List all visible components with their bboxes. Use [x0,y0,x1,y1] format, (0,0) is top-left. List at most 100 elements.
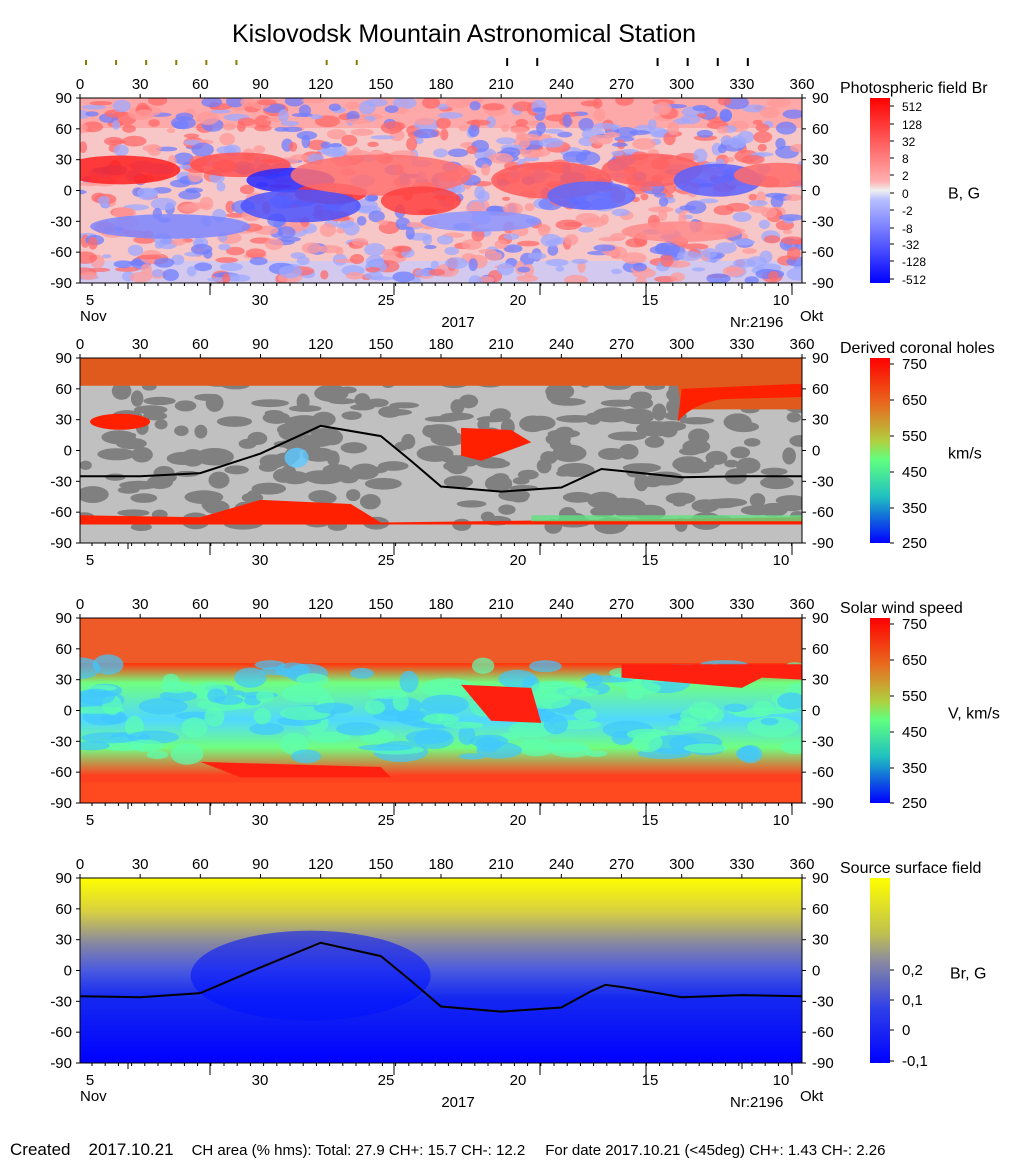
field-speckle [629,130,651,136]
x-tick-label: 300 [669,76,694,93]
field-speckle [240,98,255,107]
gray-cell [775,495,802,506]
field-speckle [80,189,87,195]
gray-cell [642,477,663,488]
slow-wind-cell [92,654,124,675]
created-date: 2017.10.21 [88,1140,174,1159]
field-speckle [392,271,415,283]
field-speckle [201,98,223,108]
colorbar-label: 128 [902,118,922,132]
y-tick-label-right: -60 [812,1024,834,1041]
source-surface-map [80,878,802,1063]
photospheric-map [80,98,802,283]
y-tick-label-left: -90 [50,275,72,292]
field-speckle [80,271,98,281]
field-speckle [468,201,484,214]
gray-cell [251,399,289,408]
field-speckle [222,273,231,283]
gray-cell [327,450,340,467]
gray-cell [246,490,262,501]
y-tick-label-right: -30 [812,473,834,490]
field-speckle [691,267,705,272]
slow-wind-cell [574,708,597,721]
slow-wind-cell [296,673,329,687]
gray-cell [264,409,284,417]
x-tick-label: 180 [428,336,453,353]
y-tick-label-left: 30 [55,152,72,169]
colorbar-label: 750 [902,356,927,373]
slow-wind-cell [146,750,169,759]
field-speckle [655,242,681,256]
field-speckle [341,134,358,147]
slow-wind-cell [585,750,608,757]
field-speckle [137,254,163,260]
field-speckle [80,141,88,154]
gray-cell [111,382,132,400]
x-tick-label: 300 [669,336,694,353]
x-tick-label: 60 [192,336,209,353]
gray-cell [216,416,253,427]
gray-cell [341,411,362,420]
y-tick-label-left: 0 [64,963,72,980]
field-speckle [501,196,511,201]
date-tick-label: 5 [86,292,94,309]
slow-wind-cell [129,739,163,752]
month-left-label: Nov [80,308,107,325]
field-speckle [532,107,547,113]
panel-title: Derived coronal holes [840,340,995,357]
gray-cell [205,394,224,412]
slow-wind-cell [159,690,198,702]
field-speckle [80,123,89,132]
field-speckle [545,258,569,267]
field-speckle [436,103,450,110]
gray-cell [80,486,109,503]
field-speckle [500,123,510,133]
gray-cell [166,451,200,465]
gray-cell [782,447,796,465]
gray-cell [308,490,334,503]
field-speckle [239,184,255,195]
field-speckle [790,143,802,153]
slow-wind-cell [160,681,194,694]
gray-cell [723,413,752,431]
field-speckle [545,114,568,122]
gray-cell [112,431,137,439]
field-speckle [171,254,185,266]
field-speckle [178,164,192,170]
field-speckle [658,196,669,207]
field-speckle [345,118,371,124]
gray-cell [143,411,168,421]
field-speckle [349,253,365,265]
small-coronal-hole [90,413,151,430]
field-speckle [468,124,480,138]
rotation-label: Nr:2196 [730,1094,783,1111]
gray-cell [477,418,490,431]
field-speckle [468,275,482,283]
slow-wind-cell [680,707,714,726]
field-speckle [301,242,322,254]
x-tick-label: 30 [132,336,149,353]
field-speckle [725,202,750,212]
field-speckle [113,144,129,157]
colorbar-unit-label: B, G [948,186,980,203]
slow-wind-cell [668,724,708,732]
slow-wind-cell [724,703,748,713]
y-tick-label-right: -90 [812,275,834,292]
field-speckle [784,194,802,202]
x-tick-label: 60 [192,596,209,613]
field-speckle [729,135,747,149]
gray-cell [350,463,380,480]
field-speckle [89,101,113,106]
field-speckle [592,122,617,130]
field-speckle [278,265,303,279]
field-speckle [775,137,786,150]
field-speckle [515,118,528,127]
gray-cell [184,490,224,505]
year-label: 2017 [441,1094,474,1111]
field-speckle [127,244,144,256]
field-speckle [377,219,389,226]
colorbar-label: 650 [902,392,927,409]
field-speckle [384,105,399,114]
field-speckle [485,251,503,261]
